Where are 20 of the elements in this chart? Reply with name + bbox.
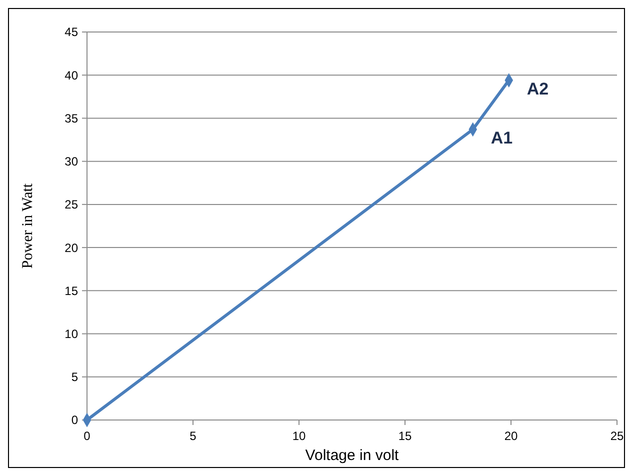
y-tick-label: 35 (64, 111, 78, 126)
y-tick-label: 20 (64, 240, 78, 255)
y-tick-label: 25 (64, 198, 78, 212)
x-tick-label: 20 (504, 429, 518, 443)
x-tick-label: 0 (84, 429, 91, 443)
x-tick-label: 25 (610, 429, 624, 443)
annotation: A1 (490, 128, 513, 148)
annotation: A2 (526, 79, 549, 98)
y-tick-label: 10 (64, 326, 78, 341)
y-tick-label: 5 (71, 370, 78, 384)
y-axis-title: Power in Watt (20, 182, 36, 269)
y-tick-label: 0 (71, 413, 78, 428)
y-tick-label: 30 (64, 154, 78, 169)
x-tick-label: 5 (190, 429, 197, 443)
y-tick-label: 40 (64, 68, 78, 82)
x-tick-label: 15 (398, 429, 412, 443)
y-tick-label: 15 (64, 284, 78, 298)
x-axis-title: Voltage in volt (305, 447, 400, 464)
y-tick-label: 45 (64, 25, 78, 40)
x-tick-label: 10 (292, 429, 306, 443)
